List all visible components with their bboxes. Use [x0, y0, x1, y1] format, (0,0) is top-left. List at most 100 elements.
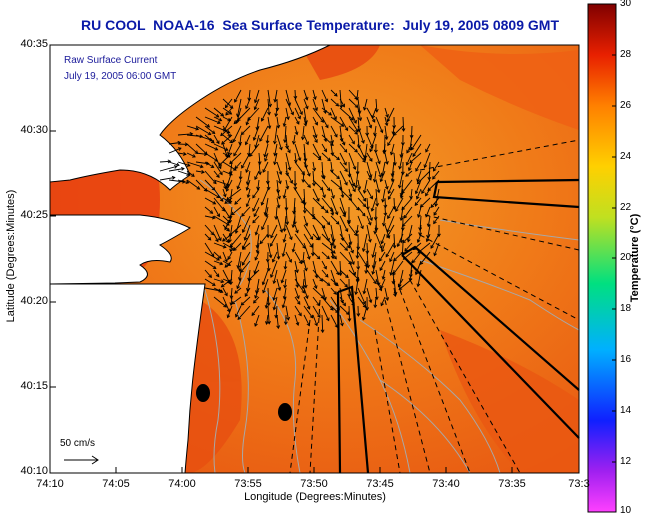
current-vector	[213, 197, 225, 212]
current-vector	[393, 278, 397, 295]
current-vector-head	[229, 139, 234, 144]
current-vector	[385, 242, 395, 257]
current-vector-head	[364, 270, 369, 274]
current-vector	[213, 269, 220, 277]
current-vector	[227, 251, 233, 260]
colorbar-tick-label: 28	[620, 49, 632, 60]
current-vector	[427, 215, 431, 227]
current-vector-head	[252, 219, 256, 224]
current-vector	[204, 170, 217, 184]
current-vector-head	[344, 168, 348, 173]
current-vector	[235, 215, 242, 234]
current-vector-head	[368, 124, 373, 129]
current-vector	[330, 224, 335, 242]
current-vector	[235, 305, 242, 317]
current-vector-head	[405, 173, 409, 177]
current-vector-head	[339, 138, 344, 142]
current-vector	[294, 260, 298, 273]
current-vector-head	[241, 229, 246, 233]
current-vector-head	[234, 201, 238, 205]
current-vector	[384, 107, 389, 118]
current-vector	[357, 197, 366, 207]
current-vector	[186, 179, 200, 190]
current-vector-head	[314, 322, 318, 327]
current-vector	[321, 116, 329, 128]
current-vector	[253, 296, 260, 304]
current-vector-head	[304, 105, 309, 110]
current-vector-head	[254, 176, 258, 181]
current-vector	[254, 251, 260, 261]
current-vector	[233, 116, 242, 124]
current-vector	[281, 269, 287, 283]
current-vector	[374, 125, 377, 136]
current-vector	[177, 179, 189, 184]
current-vector-head	[225, 112, 229, 116]
current-vector	[233, 242, 242, 251]
current-vector	[382, 269, 386, 280]
colorbar-tick-label: 26	[620, 100, 632, 111]
current-vector	[252, 188, 260, 199]
current-vector-head	[261, 226, 265, 231]
current-vector-head	[261, 281, 266, 286]
current-vector-head	[272, 140, 277, 145]
current-vector	[339, 269, 349, 278]
current-vector	[355, 278, 359, 295]
current-vector	[261, 107, 269, 122]
current-vector-head	[306, 305, 311, 310]
scale-label: 50 cm/s	[60, 438, 96, 449]
current-vector	[222, 278, 231, 283]
current-vector	[348, 107, 357, 124]
current-vector-head	[282, 228, 287, 232]
current-vector	[282, 296, 287, 308]
current-vector-head	[277, 287, 282, 291]
current-vector	[312, 179, 324, 191]
current-vector-head	[212, 200, 217, 205]
current-vector-head	[208, 274, 212, 278]
current-vector	[222, 161, 237, 171]
current-vector-head	[319, 186, 324, 191]
x-tick-label: 73:50	[300, 478, 328, 490]
current-vector-head	[216, 140, 220, 145]
current-vector	[276, 314, 279, 329]
current-vector-head	[192, 154, 196, 158]
current-vector-head	[373, 304, 378, 309]
current-vector-head	[295, 284, 300, 288]
current-vector	[366, 215, 372, 225]
current-vector-head	[293, 159, 298, 164]
y-tick-label: 40:30	[20, 124, 48, 136]
current-vector-head	[217, 255, 222, 259]
current-vector	[380, 170, 386, 182]
current-vector	[283, 188, 287, 199]
current-vector	[168, 179, 186, 183]
current-vector-head	[340, 322, 344, 327]
current-vector	[275, 107, 278, 117]
current-vector-head	[273, 161, 277, 166]
current-vector	[430, 197, 440, 208]
current-vector	[204, 125, 215, 134]
current-vector-head	[211, 282, 216, 286]
current-vector-head	[401, 223, 406, 227]
current-vector-head	[356, 266, 361, 271]
current-vector-head	[209, 137, 214, 142]
current-vector-head	[215, 273, 220, 278]
current-vector	[303, 233, 313, 248]
current-vector-head	[299, 111, 303, 116]
current-vector	[276, 215, 283, 233]
current-vector-head	[354, 148, 358, 153]
current-vector	[294, 143, 301, 161]
current-vector	[254, 98, 260, 110]
current-vector-head	[327, 157, 331, 162]
current-vector-head	[289, 236, 293, 241]
current-vector-head	[316, 302, 320, 307]
current-vector-head	[344, 127, 349, 132]
current-vector-head	[287, 149, 291, 154]
current-vector	[247, 188, 251, 198]
current-vector-head	[334, 133, 338, 138]
current-vector	[339, 116, 348, 131]
current-vector-head	[282, 123, 287, 128]
current-vector	[409, 152, 422, 164]
current-vector-head	[220, 113, 225, 117]
current-vector-head	[326, 221, 331, 226]
current-vector	[415, 161, 422, 172]
current-vector-head	[275, 107, 280, 112]
